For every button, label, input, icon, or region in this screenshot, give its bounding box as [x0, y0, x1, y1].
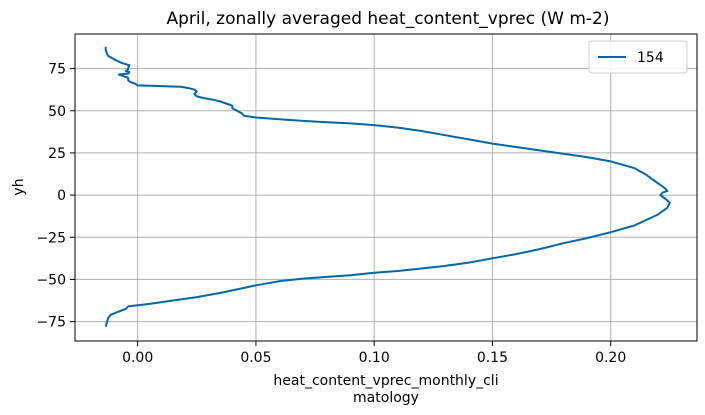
- x-axis-label-line-1: heat_content_vprec_monthly_cli: [273, 373, 498, 389]
- chart-title: April, zonally averaged heat_content_vpr…: [167, 9, 610, 29]
- legend-box: [588, 40, 688, 74]
- plot-frame: [74, 33, 698, 342]
- x-tick-label: 0.05: [240, 350, 271, 366]
- y-tick-label: −75: [36, 315, 66, 331]
- ticks: 0.00 0.05 0.10 0.15 0.20 −75 −50 −25 0 25 50 75: [36, 62, 626, 366]
- y-tick-label: −50: [36, 272, 66, 288]
- legend: 154: [588, 40, 688, 74]
- legend-label: 154: [637, 50, 664, 66]
- y-tick-label: 50: [48, 104, 66, 120]
- y-tick-label: 75: [48, 62, 66, 78]
- x-axis-label-line-2: matology: [353, 390, 419, 406]
- y-tick-label: 25: [48, 146, 66, 162]
- y-axis-label: yh: [11, 178, 27, 195]
- y-tick-label: −25: [36, 230, 66, 246]
- series-line-154: [104, 46, 671, 327]
- x-tick-label: 0.10: [359, 350, 390, 366]
- x-tick-label: 0.00: [122, 350, 153, 366]
- grid: [75, 34, 697, 341]
- x-tick-label: 0.20: [595, 350, 626, 366]
- x-tick-label: 0.15: [477, 350, 508, 366]
- y-tick-label: 0: [57, 188, 66, 204]
